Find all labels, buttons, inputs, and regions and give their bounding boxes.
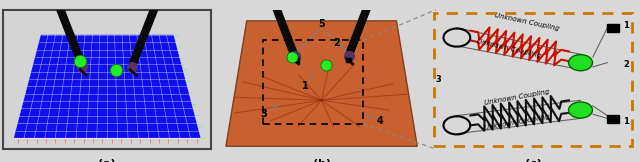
Text: 1: 1 — [623, 117, 628, 126]
Text: 2: 2 — [623, 60, 628, 69]
Bar — [294, 58, 299, 62]
Text: (a): (a) — [99, 159, 116, 162]
Text: (b): (b) — [312, 159, 331, 162]
Text: 4: 4 — [376, 116, 383, 126]
Text: Unknown Coupling: Unknown Coupling — [484, 89, 550, 106]
Text: Unknown Coupling: Unknown Coupling — [484, 114, 550, 131]
Bar — [607, 24, 619, 32]
Polygon shape — [226, 21, 417, 146]
Bar — [607, 115, 619, 123]
Text: 1: 1 — [623, 21, 628, 29]
Text: 3: 3 — [260, 109, 267, 119]
Circle shape — [568, 55, 593, 71]
Text: 1: 1 — [301, 81, 308, 91]
Polygon shape — [13, 35, 201, 138]
Bar — [346, 58, 351, 62]
Text: 5: 5 — [318, 19, 325, 29]
Text: (c): (c) — [525, 159, 541, 162]
Text: 3: 3 — [435, 75, 441, 84]
Circle shape — [568, 102, 593, 118]
Text: Unknown Coupling: Unknown Coupling — [494, 12, 560, 32]
Text: Unknown Coupling: Unknown Coupling — [476, 38, 541, 59]
Text: 2: 2 — [333, 38, 340, 48]
